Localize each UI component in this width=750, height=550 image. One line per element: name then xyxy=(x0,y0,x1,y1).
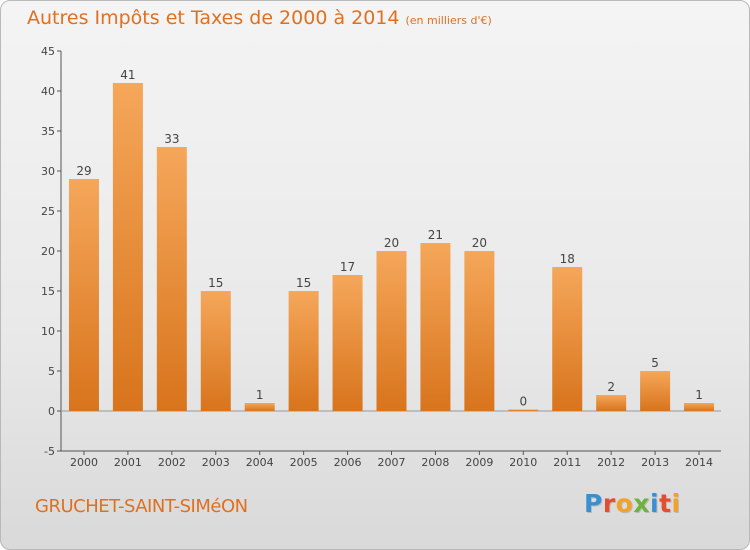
bar xyxy=(200,291,231,411)
x-tick-label: 2000 xyxy=(70,456,98,469)
y-tick-label: 15 xyxy=(41,285,55,298)
y-tick-label: 20 xyxy=(41,245,55,258)
bar-value-label: 15 xyxy=(208,276,223,290)
x-tick-label: 2008 xyxy=(421,456,449,469)
x-tick-label: 2005 xyxy=(290,456,318,469)
bar-value-label: 29 xyxy=(76,164,91,178)
bar xyxy=(244,403,275,411)
x-tick-label: 2001 xyxy=(114,456,142,469)
logo-letter: t xyxy=(659,489,672,518)
bar-value-label: 1 xyxy=(256,388,264,402)
y-tick-label: 40 xyxy=(41,85,55,98)
bar-value-label: 41 xyxy=(120,68,135,82)
bar xyxy=(376,251,407,411)
bar-value-label: 15 xyxy=(296,276,311,290)
x-tick-label: 2009 xyxy=(465,456,493,469)
bar-value-label: 1 xyxy=(695,388,703,402)
bar-value-label: 20 xyxy=(472,236,487,250)
bar xyxy=(420,243,451,411)
bar-value-label: 2 xyxy=(607,380,615,394)
logo-letter: x xyxy=(633,489,650,518)
x-tick-label: 2013 xyxy=(641,456,669,469)
y-tick-label: 0 xyxy=(48,405,55,418)
logo-letter: o xyxy=(615,489,634,518)
bar-value-label: 0 xyxy=(519,395,527,409)
logo-letter: P xyxy=(584,489,603,518)
bar xyxy=(288,291,319,411)
y-tick-label: 25 xyxy=(41,205,55,218)
x-tick-label: 2007 xyxy=(378,456,406,469)
bar-value-label: 17 xyxy=(340,260,355,274)
y-tick-label: 5 xyxy=(48,365,55,378)
logo-letter: i xyxy=(671,489,681,518)
bar-value-label: 33 xyxy=(164,132,179,146)
x-tick-label: 2012 xyxy=(597,456,625,469)
y-tick-label: 10 xyxy=(41,325,55,338)
x-tick-label: 2010 xyxy=(509,456,537,469)
logo-letter: r xyxy=(602,489,616,518)
chart-subtitle: (en milliers d'€) xyxy=(405,14,492,27)
y-tick-label: 30 xyxy=(41,165,55,178)
bar-value-label: 5 xyxy=(651,356,659,370)
bar xyxy=(640,371,671,411)
x-tick-label: 2011 xyxy=(553,456,581,469)
y-tick-label: -5 xyxy=(44,445,55,458)
bar xyxy=(112,83,143,411)
bar xyxy=(464,251,495,411)
x-tick-label: 2014 xyxy=(685,456,713,469)
bar xyxy=(552,267,583,411)
bar xyxy=(68,179,99,411)
bar xyxy=(156,147,187,411)
bar-value-label: 18 xyxy=(560,252,575,266)
logo-letter: i xyxy=(650,489,660,518)
x-tick-label: 2004 xyxy=(246,456,274,469)
x-tick-label: 2006 xyxy=(334,456,362,469)
bar xyxy=(684,403,715,411)
bar xyxy=(508,409,539,411)
bar-value-label: 21 xyxy=(428,228,443,242)
y-tick-label: 45 xyxy=(41,45,55,58)
proxiti-logo: Proxiti xyxy=(584,489,681,518)
bar-value-label: 20 xyxy=(384,236,399,250)
bar xyxy=(332,275,363,411)
chart-title: Autres Impôts et Taxes de 2000 à 2014 (en… xyxy=(27,7,492,29)
location-name: GRUCHET-SAINT-SIMéON xyxy=(35,496,248,517)
bar xyxy=(596,395,627,411)
x-tick-label: 2003 xyxy=(202,456,230,469)
chart-title-text: Autres Impôts et Taxes de 2000 à 2014 xyxy=(27,7,400,29)
x-tick-label: 2002 xyxy=(158,456,186,469)
y-tick-label: 35 xyxy=(41,125,55,138)
